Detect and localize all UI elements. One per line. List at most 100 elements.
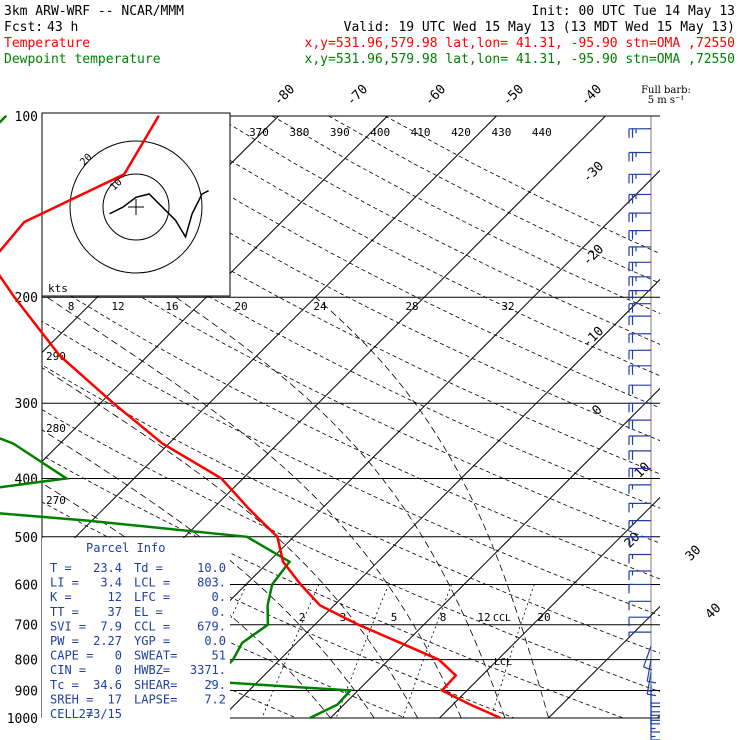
parcel-value-right: 3371. [190, 663, 226, 677]
theta-label: 410 [411, 126, 431, 139]
temperature-point [248, 508, 251, 511]
sounding-points [5, 115, 502, 719]
dewpoint-point [86, 519, 89, 522]
parcel-value-left: 17 [108, 692, 122, 706]
mixing-ratio-label: 2 [299, 611, 306, 624]
dewpoint-point [349, 689, 352, 692]
dewpoint-point [210, 680, 212, 683]
dry-adiabat-line [159, 116, 660, 377]
pressure-tick-label: 500 [15, 531, 38, 546]
hodograph-ring-outer [69, 140, 203, 274]
isotherm-line [221, 278, 660, 718]
temperature-point [441, 689, 443, 692]
isotherm-line [42, 116, 388, 463]
temperature-point [58, 354, 61, 357]
parcel-value-left: 2.27 [93, 634, 122, 648]
theta-label: 400 [370, 126, 390, 139]
mixing-ratio-line [490, 584, 535, 718]
temperature-point [438, 658, 440, 661]
parcel-key-left: CIN = [50, 663, 86, 677]
parcel-value-right: 0. [212, 590, 226, 604]
legend-dewpoint-label: Dewpoint temperature [4, 52, 161, 67]
pressure-tick-label: 200 [15, 291, 38, 306]
isotherm-line [548, 605, 660, 718]
hodograph-speed-label: 20 [234, 300, 247, 313]
temperature-point [319, 604, 321, 607]
parcel-value-left: 34.6 [93, 678, 122, 692]
wind-barb-flag [643, 666, 653, 671]
theta-label: 380 [289, 126, 309, 139]
hodograph-trace [109, 190, 209, 239]
theta-label: 420 [451, 126, 471, 139]
hodograph-speed-label: 28 [405, 300, 418, 313]
dewpoint-point [267, 623, 269, 626]
legend-temperature-label: Temperature [4, 36, 90, 51]
hodograph-speed-label: 32 [501, 300, 514, 313]
moist-adiabat-line [46, 296, 462, 718]
wind-barb-shaft [646, 659, 652, 682]
parcel-value-left: 12 [108, 590, 122, 604]
isotherm-line [330, 387, 660, 718]
pressure-tick-label: 900 [15, 684, 38, 699]
temperature-point [13, 296, 16, 299]
dewpoint-point [266, 604, 269, 607]
wind-barb-flag [647, 680, 657, 684]
parcel-info-title: Parcel Info [86, 541, 165, 555]
parcel-value-left: 0 [115, 649, 122, 663]
barb-note-line1: Full barb: [641, 85, 691, 96]
mixing-ratio-line [185, 584, 247, 718]
mixing-ratio-label: 5 [391, 611, 398, 624]
dewpoint-point [246, 536, 248, 538]
pressure-tick-label: 700 [15, 619, 38, 634]
wind-barb-shaft [642, 646, 652, 668]
pressure-tick-label: 100 [15, 110, 38, 125]
theta-side-label: 290 [46, 350, 66, 363]
parcel-key-left: K = [50, 590, 72, 604]
parcel-info-panel: Parcel Info T = 23.4 Td = 10.0 LI = 3.4 LCL = 8… [42, 538, 230, 728]
parcel-key-right: YGP = [134, 634, 170, 648]
dewpoint-point [232, 658, 234, 661]
mixing-ratio-label: 12 [477, 611, 490, 624]
isotherm-line [439, 496, 660, 718]
temperature-point [23, 221, 26, 223]
parcel-info-background [42, 538, 230, 728]
hodograph-speed-label: 24 [313, 300, 327, 313]
legend-dewpoint-info: x,y=531.96,579.98 lat,lon= 41.31, -95.90… [305, 52, 735, 67]
parcel-key-right: LCL = [134, 576, 170, 590]
dewpoint-point [241, 642, 243, 644]
init-time: Init: 00 UTC Tue 14 May 13 [532, 4, 736, 19]
dewpoint-point [65, 477, 68, 480]
temperature-point [220, 477, 223, 480]
dry-adiabat-line [42, 320, 660, 617]
temperature-point [455, 674, 457, 677]
barb-note-line2: 5 m s⁻¹ [648, 95, 685, 106]
parcel-key-left: LI = [50, 576, 79, 590]
parcel-value-right: 7.2 [204, 692, 226, 706]
hodograph: 20 10 kts [41, 112, 231, 297]
dry-adiabat-line [46, 116, 660, 442]
ccl-annotation: CCL [493, 613, 511, 624]
temperature-point [499, 717, 502, 719]
parcel-value-right: 29. [204, 678, 226, 692]
parcel-key-right: SHEAR= [134, 678, 177, 692]
temperature-point [123, 173, 125, 176]
parcel-key-left: CELL = [50, 707, 93, 721]
theta-side-label: 270 [46, 494, 66, 507]
dry-adiabat-line [42, 409, 660, 693]
parcel-key-left: SREH = [50, 692, 93, 706]
parcel-value-left: 273/15 [79, 707, 122, 721]
parcel-value-left: 7.9 [100, 619, 122, 633]
theta-label: 370 [249, 126, 269, 139]
forecast-hour: 43 h [47, 20, 78, 35]
parcel-value-right: 803. [197, 576, 226, 590]
theta-label: 440 [532, 126, 552, 139]
temperature-point [112, 402, 115, 405]
parcel-key-right: SWEAT= [134, 649, 177, 663]
parcel-value-left: 37 [108, 605, 122, 619]
hodograph-speed-label: 16 [165, 300, 178, 313]
hodograph-ring-inner [102, 173, 170, 241]
dry-adiabat-line [102, 116, 660, 409]
parcel-value-left: 3.4 [100, 576, 122, 590]
parcel-key-left: T = [50, 561, 72, 575]
dewpoint-point [12, 442, 14, 445]
